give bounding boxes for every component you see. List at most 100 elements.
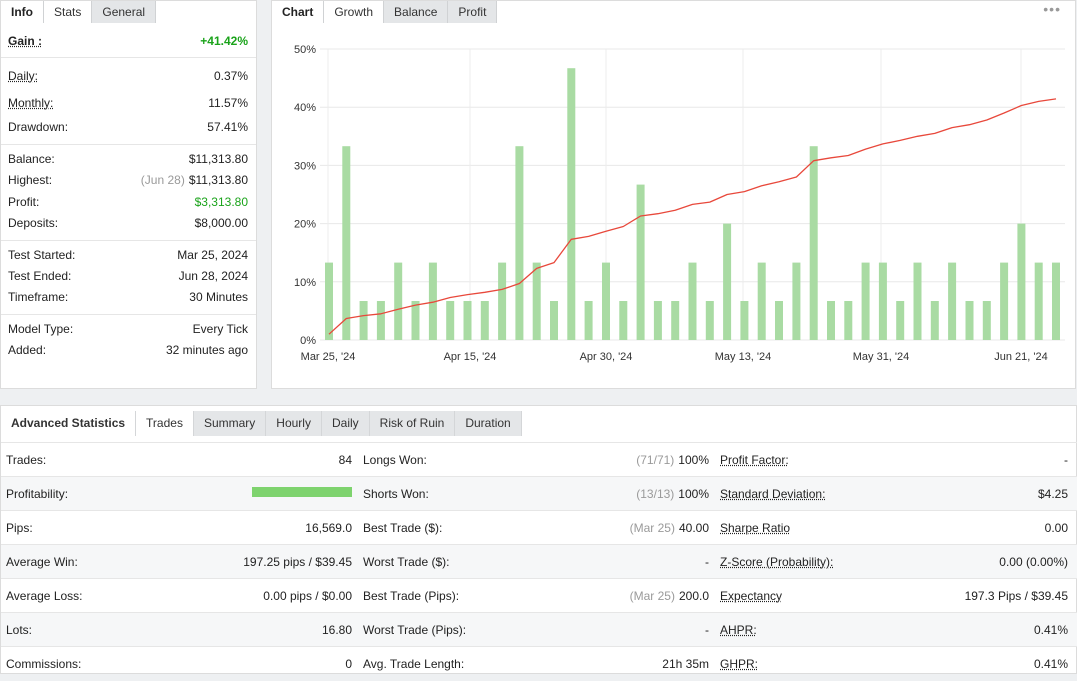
tab-profit[interactable]: Profit <box>448 1 497 23</box>
growth-bar <box>671 301 679 340</box>
trades-row: Average Win: 197.25 pips / $39.45 Worst Tr… <box>1 544 1077 578</box>
tab-summary[interactable]: Summary <box>194 411 266 436</box>
stats-divider <box>1 314 256 315</box>
growth-bar <box>342 146 350 340</box>
stat-value: +41.42% <box>200 31 248 51</box>
tab-balance[interactable]: Balance <box>384 1 448 23</box>
tab-risk-of-ruin[interactable]: Risk of Ruin <box>370 411 456 436</box>
stat-value-text: Mar 25, 2024 <box>177 248 248 262</box>
trade-stat-label[interactable]: Profit Factor: <box>720 443 789 477</box>
y-tick-label: 40% <box>294 102 316 114</box>
tab-stats[interactable]: Stats <box>44 1 92 23</box>
trade-stat-value: - <box>705 613 709 647</box>
stat-value-text: +41.42% <box>200 34 248 48</box>
growth-chart: 0%10%20%30%40%50%Mar 25, '24 Apr 15, '24 A… <box>272 23 1075 388</box>
trade-stat-label: Best Trade ($): <box>363 511 442 545</box>
trade-stat-label: Average Loss: <box>6 579 83 613</box>
growth-bar <box>533 263 541 340</box>
trade-stat-label: Average Win: <box>6 545 78 579</box>
stat-label: Profit: <box>8 192 39 212</box>
x-tick-label: Apr 30, '24 <box>580 351 633 363</box>
trades-row: Commissions: 0 Avg. Trade Length: 21h 35m GH… <box>1 646 1077 680</box>
trade-stat-label: Best Trade (Pips): <box>363 579 459 613</box>
stat-value-text: 0.37% <box>214 69 248 83</box>
trade-stat-value: 197.25 pips / $39.45 <box>243 545 352 579</box>
x-tick-label: Jun 21, '24 <box>994 351 1047 363</box>
chart-panel: Chart Growth Balance Profit ••• 0% 10% 20%… <box>271 0 1076 389</box>
trade-stat-label[interactable]: AHPR: <box>720 613 757 647</box>
trade-stat-value: 0.41% <box>1034 613 1068 647</box>
growth-bar <box>948 263 956 340</box>
chart-menu-icon[interactable]: ••• <box>1043 1 1061 17</box>
trade-stat-label: Trades: <box>6 443 46 477</box>
stat-value-text: 32 minutes ago <box>166 343 248 357</box>
trade-stat-label: Longs Won: <box>363 443 427 477</box>
trade-stat-label[interactable]: Sharpe Ratio <box>720 511 790 545</box>
growth-bar <box>412 301 420 340</box>
tab-trades[interactable]: Trades <box>136 411 194 436</box>
trade-stat-label[interactable]: Expectancy <box>720 579 782 613</box>
trade-stat-value: 197.3 Pips / $39.45 <box>965 579 1068 613</box>
trade-stat-label: Worst Trade (Pips): <box>363 613 466 647</box>
stat-row: Model Type: Every Tick <box>8 319 248 339</box>
trade-stat-value: (13/13) 100% <box>636 477 709 511</box>
tab-hourly[interactable]: Hourly <box>266 411 322 436</box>
stat-label: Drawdown: <box>8 117 68 137</box>
growth-bar <box>498 263 506 340</box>
trade-stat-value: 84 <box>339 443 352 477</box>
stat-value: 30 Minutes <box>189 287 248 307</box>
trade-stat-label[interactable]: Standard Deviation: <box>720 477 825 511</box>
trade-stat-value: 0.00 <box>1045 511 1068 545</box>
growth-bar <box>914 263 922 340</box>
stat-label[interactable]: Daily: <box>8 66 38 86</box>
trades-row: Pips: 16,569.0 Best Trade ($): (Mar 25) 40.0… <box>1 510 1077 544</box>
trade-stat-label[interactable]: GHPR: <box>720 647 758 681</box>
stat-value: $8,000.00 <box>195 213 248 233</box>
y-tick-label: 10% <box>294 277 316 289</box>
growth-bar <box>550 301 558 340</box>
growth-bar <box>1000 263 1008 340</box>
stat-row: Test Started: Mar 25, 2024 <box>8 245 248 265</box>
stat-value: 57.41% <box>207 117 248 137</box>
trade-stat-label: Lots: <box>6 613 32 647</box>
tab-daily[interactable]: Daily <box>322 411 370 436</box>
stat-label: Timeframe: <box>8 287 68 307</box>
stat-label: Test Started: <box>8 245 75 265</box>
stat-row: Daily: 0.37% <box>8 66 248 86</box>
growth-bar <box>360 301 368 340</box>
stat-row: Balance: $11,313.80 <box>8 149 248 169</box>
growth-bar <box>740 301 748 340</box>
stats-divider <box>1 144 256 145</box>
stat-value: Mar 25, 2024 <box>177 245 248 265</box>
tab-growth[interactable]: Growth <box>324 1 384 23</box>
trade-stat-label[interactable]: Z-Score (Probability): <box>720 545 833 579</box>
growth-bar <box>689 263 697 340</box>
growth-bar <box>637 185 645 340</box>
trade-stat-value: 0 <box>345 647 352 681</box>
trade-stat-value-text: 200.0 <box>679 589 709 603</box>
growth-bar <box>464 301 472 340</box>
tab-chart[interactable]: Chart <box>272 1 324 23</box>
stat-value-text: $11,313.80 <box>189 173 248 187</box>
growth-bar <box>723 224 731 340</box>
growth-bar <box>827 301 835 340</box>
stat-value: 0.37% <box>214 66 248 86</box>
growth-bar <box>1035 263 1043 340</box>
left-tabbar: Info Stats General <box>1 1 156 23</box>
chart-tabbar: Chart Growth Balance Profit <box>272 1 497 23</box>
trade-stat-value: 21h 35m <box>662 647 709 681</box>
growth-bar <box>862 263 870 340</box>
stat-row: Monthly: 11.57% <box>8 93 248 113</box>
growth-bar <box>775 301 783 340</box>
tab-duration[interactable]: Duration <box>455 411 521 436</box>
growth-bar <box>931 301 939 340</box>
stat-row: Profit: $3,313.80 <box>8 192 248 212</box>
tab-general[interactable]: General <box>92 1 156 23</box>
stat-value: $3,313.80 <box>195 192 248 212</box>
trade-stat-label: Worst Trade ($): <box>363 545 449 579</box>
stat-row: Deposits: $8,000.00 <box>8 213 248 233</box>
y-tick-label: 50% <box>294 44 316 56</box>
y-tick-label: 0% <box>300 335 316 347</box>
stat-label[interactable]: Monthly: <box>8 93 53 113</box>
tab-info[interactable]: Info <box>1 1 44 23</box>
